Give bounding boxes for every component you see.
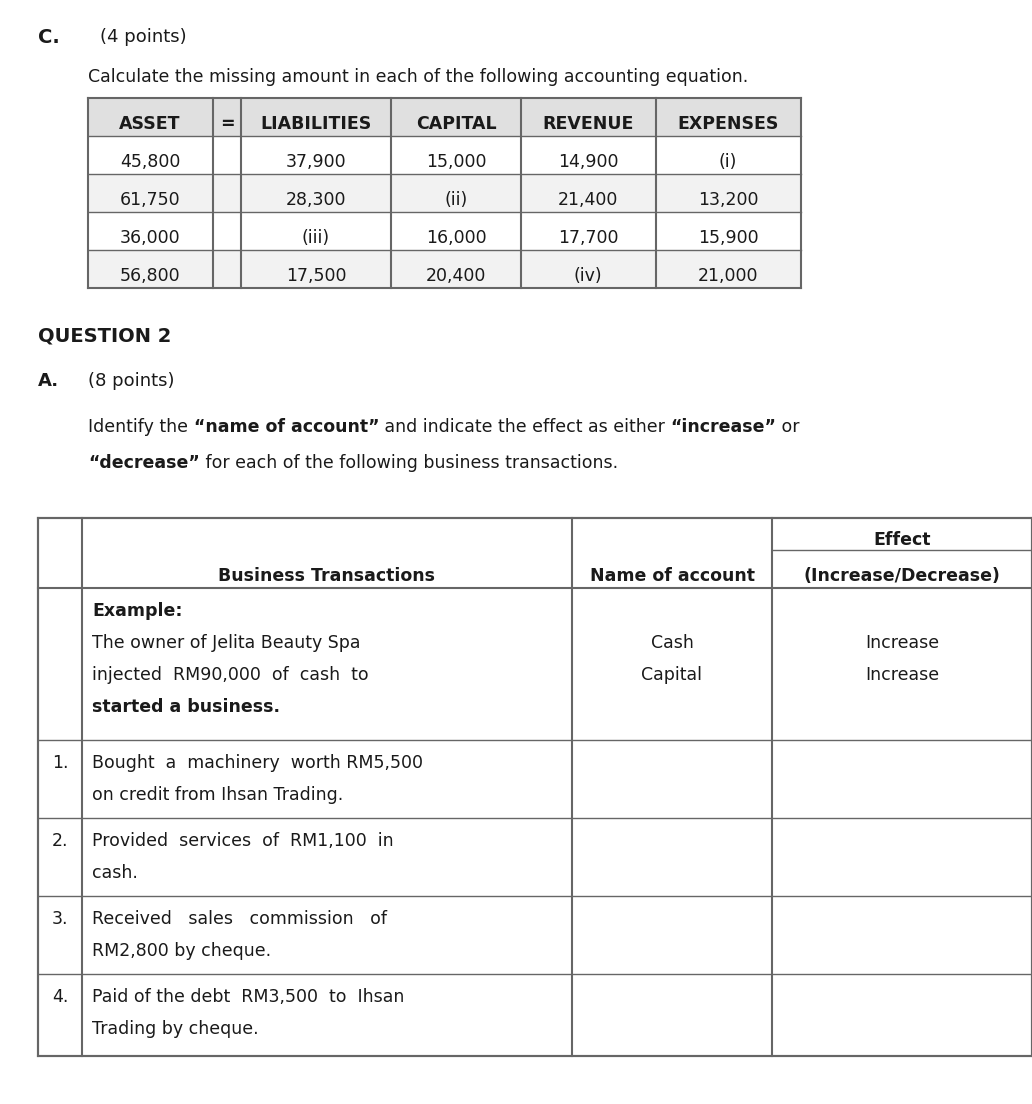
Text: Provided  services  of  RM1,100  in: Provided services of RM1,100 in [92, 832, 393, 850]
Text: 17,500: 17,500 [286, 267, 347, 285]
Text: on credit from Ihsan Trading.: on credit from Ihsan Trading. [92, 786, 344, 804]
Text: 15,900: 15,900 [698, 229, 759, 247]
Text: and indicate the effect as either: and indicate the effect as either [379, 418, 671, 436]
Text: (8 points): (8 points) [88, 372, 174, 390]
Text: Identify the: Identify the [88, 418, 194, 436]
Text: started a business.: started a business. [92, 698, 280, 716]
Text: LIABILITIES: LIABILITIES [260, 115, 372, 132]
Text: Capital: Capital [642, 666, 703, 684]
Text: for each of the following business transactions.: for each of the following business trans… [200, 454, 618, 473]
Text: RM2,800 by cheque.: RM2,800 by cheque. [92, 942, 271, 960]
Text: or: or [776, 418, 800, 436]
Text: CAPITAL: CAPITAL [416, 115, 496, 132]
Bar [38, 518, 1032, 1057]
Text: ASSET: ASSET [120, 115, 181, 132]
Text: 21,000: 21,000 [698, 267, 759, 285]
Text: Calculate the missing amount in each of the following accounting equation.: Calculate the missing amount in each of … [88, 68, 748, 86]
Text: Effect: Effect [873, 531, 931, 549]
Text: 16,000: 16,000 [425, 229, 486, 247]
Bar [88, 250, 801, 288]
Text: REVENUE: REVENUE [542, 115, 634, 132]
Text: C.: C. [38, 28, 60, 47]
Text: EXPENSES: EXPENSES [677, 115, 779, 132]
Text: 28,300: 28,300 [286, 191, 347, 209]
Text: cash.: cash. [92, 864, 138, 882]
Text: 17,700: 17,700 [557, 229, 618, 247]
Text: Paid of the debt  RM3,500  to  Ihsan: Paid of the debt RM3,500 to Ihsan [92, 988, 405, 1006]
Text: 20,400: 20,400 [426, 267, 486, 285]
Text: Received   sales   commission   of: Received sales commission of [92, 910, 387, 928]
Text: 14,900: 14,900 [557, 153, 618, 171]
Text: 56,800: 56,800 [120, 267, 181, 285]
Text: 1.: 1. [52, 754, 68, 772]
Text: Bought  a  machinery  worth RM5,500: Bought a machinery worth RM5,500 [92, 754, 423, 772]
Text: “decrease”: “decrease” [88, 454, 200, 473]
Text: =: = [220, 115, 234, 132]
Text: (ii): (ii) [445, 191, 467, 209]
Text: 45,800: 45,800 [120, 153, 181, 171]
Text: (iii): (iii) [302, 229, 330, 247]
Text: 4.: 4. [52, 988, 68, 1006]
Text: “increase”: “increase” [671, 418, 776, 436]
Text: 37,900: 37,900 [286, 153, 347, 171]
Text: Cash: Cash [650, 634, 694, 652]
Text: 2.: 2. [52, 832, 68, 850]
Text: (Increase/Decrease): (Increase/Decrease) [804, 567, 1000, 585]
Text: Example:: Example: [92, 602, 183, 620]
Text: A.: A. [38, 372, 59, 390]
Text: The owner of Jelita Beauty Spa: The owner of Jelita Beauty Spa [92, 634, 360, 652]
Text: 15,000: 15,000 [426, 153, 486, 171]
Text: Increase: Increase [865, 634, 939, 652]
Text: Increase: Increase [865, 666, 939, 684]
Bar [88, 174, 801, 212]
Bar [88, 98, 801, 136]
Text: 3.: 3. [52, 910, 68, 928]
Text: (iv): (iv) [574, 267, 603, 285]
Text: Name of account: Name of account [589, 567, 754, 585]
Text: 13,200: 13,200 [698, 191, 759, 209]
Text: 61,750: 61,750 [120, 191, 181, 209]
Text: Business Transactions: Business Transactions [219, 567, 436, 585]
Text: QUESTION 2: QUESTION 2 [38, 326, 171, 344]
Text: Trading by cheque.: Trading by cheque. [92, 1020, 259, 1038]
Text: 21,400: 21,400 [558, 191, 618, 209]
Text: 36,000: 36,000 [120, 229, 181, 247]
Text: injected  RM90,000  of  cash  to: injected RM90,000 of cash to [92, 666, 368, 684]
Text: “name of account”: “name of account” [194, 418, 379, 436]
Text: (4 points): (4 points) [100, 28, 187, 46]
Text: (i): (i) [719, 153, 737, 171]
